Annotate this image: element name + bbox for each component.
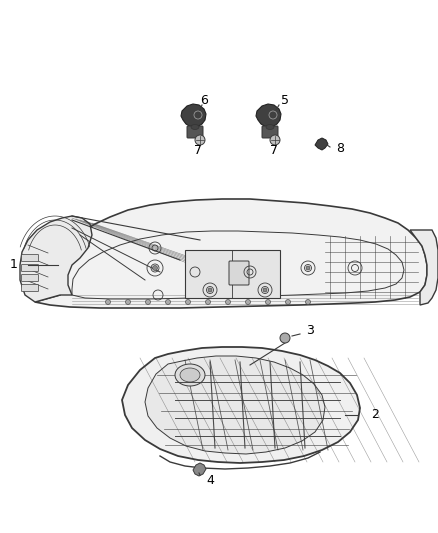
FancyBboxPatch shape bbox=[21, 254, 39, 262]
Polygon shape bbox=[193, 463, 206, 476]
FancyBboxPatch shape bbox=[21, 264, 39, 271]
Circle shape bbox=[152, 265, 158, 271]
Circle shape bbox=[126, 300, 131, 304]
Text: 7: 7 bbox=[194, 143, 202, 157]
Circle shape bbox=[305, 300, 311, 304]
Circle shape bbox=[280, 333, 290, 343]
Circle shape bbox=[246, 300, 251, 304]
Circle shape bbox=[195, 135, 205, 145]
FancyBboxPatch shape bbox=[185, 250, 280, 298]
FancyBboxPatch shape bbox=[21, 285, 39, 292]
Text: 7: 7 bbox=[270, 143, 278, 157]
Polygon shape bbox=[145, 356, 325, 454]
Circle shape bbox=[270, 135, 280, 145]
Text: 3: 3 bbox=[306, 324, 314, 336]
Circle shape bbox=[145, 300, 151, 304]
Circle shape bbox=[306, 266, 310, 270]
Circle shape bbox=[166, 300, 170, 304]
Polygon shape bbox=[256, 104, 281, 127]
Text: 6: 6 bbox=[200, 93, 208, 107]
Polygon shape bbox=[315, 138, 328, 150]
Circle shape bbox=[205, 300, 211, 304]
Ellipse shape bbox=[266, 125, 274, 130]
FancyBboxPatch shape bbox=[229, 261, 249, 285]
Polygon shape bbox=[20, 216, 92, 302]
Ellipse shape bbox=[175, 364, 205, 386]
Ellipse shape bbox=[191, 125, 199, 130]
Ellipse shape bbox=[180, 368, 200, 382]
Circle shape bbox=[186, 300, 191, 304]
Circle shape bbox=[286, 300, 290, 304]
FancyBboxPatch shape bbox=[21, 274, 39, 281]
Circle shape bbox=[106, 300, 110, 304]
Text: 4: 4 bbox=[206, 473, 214, 487]
Text: 1: 1 bbox=[10, 259, 18, 271]
FancyBboxPatch shape bbox=[262, 126, 278, 138]
Circle shape bbox=[208, 288, 212, 292]
Circle shape bbox=[265, 300, 271, 304]
FancyBboxPatch shape bbox=[187, 126, 203, 138]
Text: 5: 5 bbox=[281, 93, 289, 107]
Polygon shape bbox=[122, 347, 360, 463]
Polygon shape bbox=[181, 104, 206, 127]
Text: 2: 2 bbox=[371, 408, 379, 422]
Polygon shape bbox=[35, 199, 427, 308]
Polygon shape bbox=[410, 230, 438, 305]
Circle shape bbox=[263, 288, 267, 292]
Circle shape bbox=[226, 300, 230, 304]
Text: 8: 8 bbox=[336, 141, 344, 155]
